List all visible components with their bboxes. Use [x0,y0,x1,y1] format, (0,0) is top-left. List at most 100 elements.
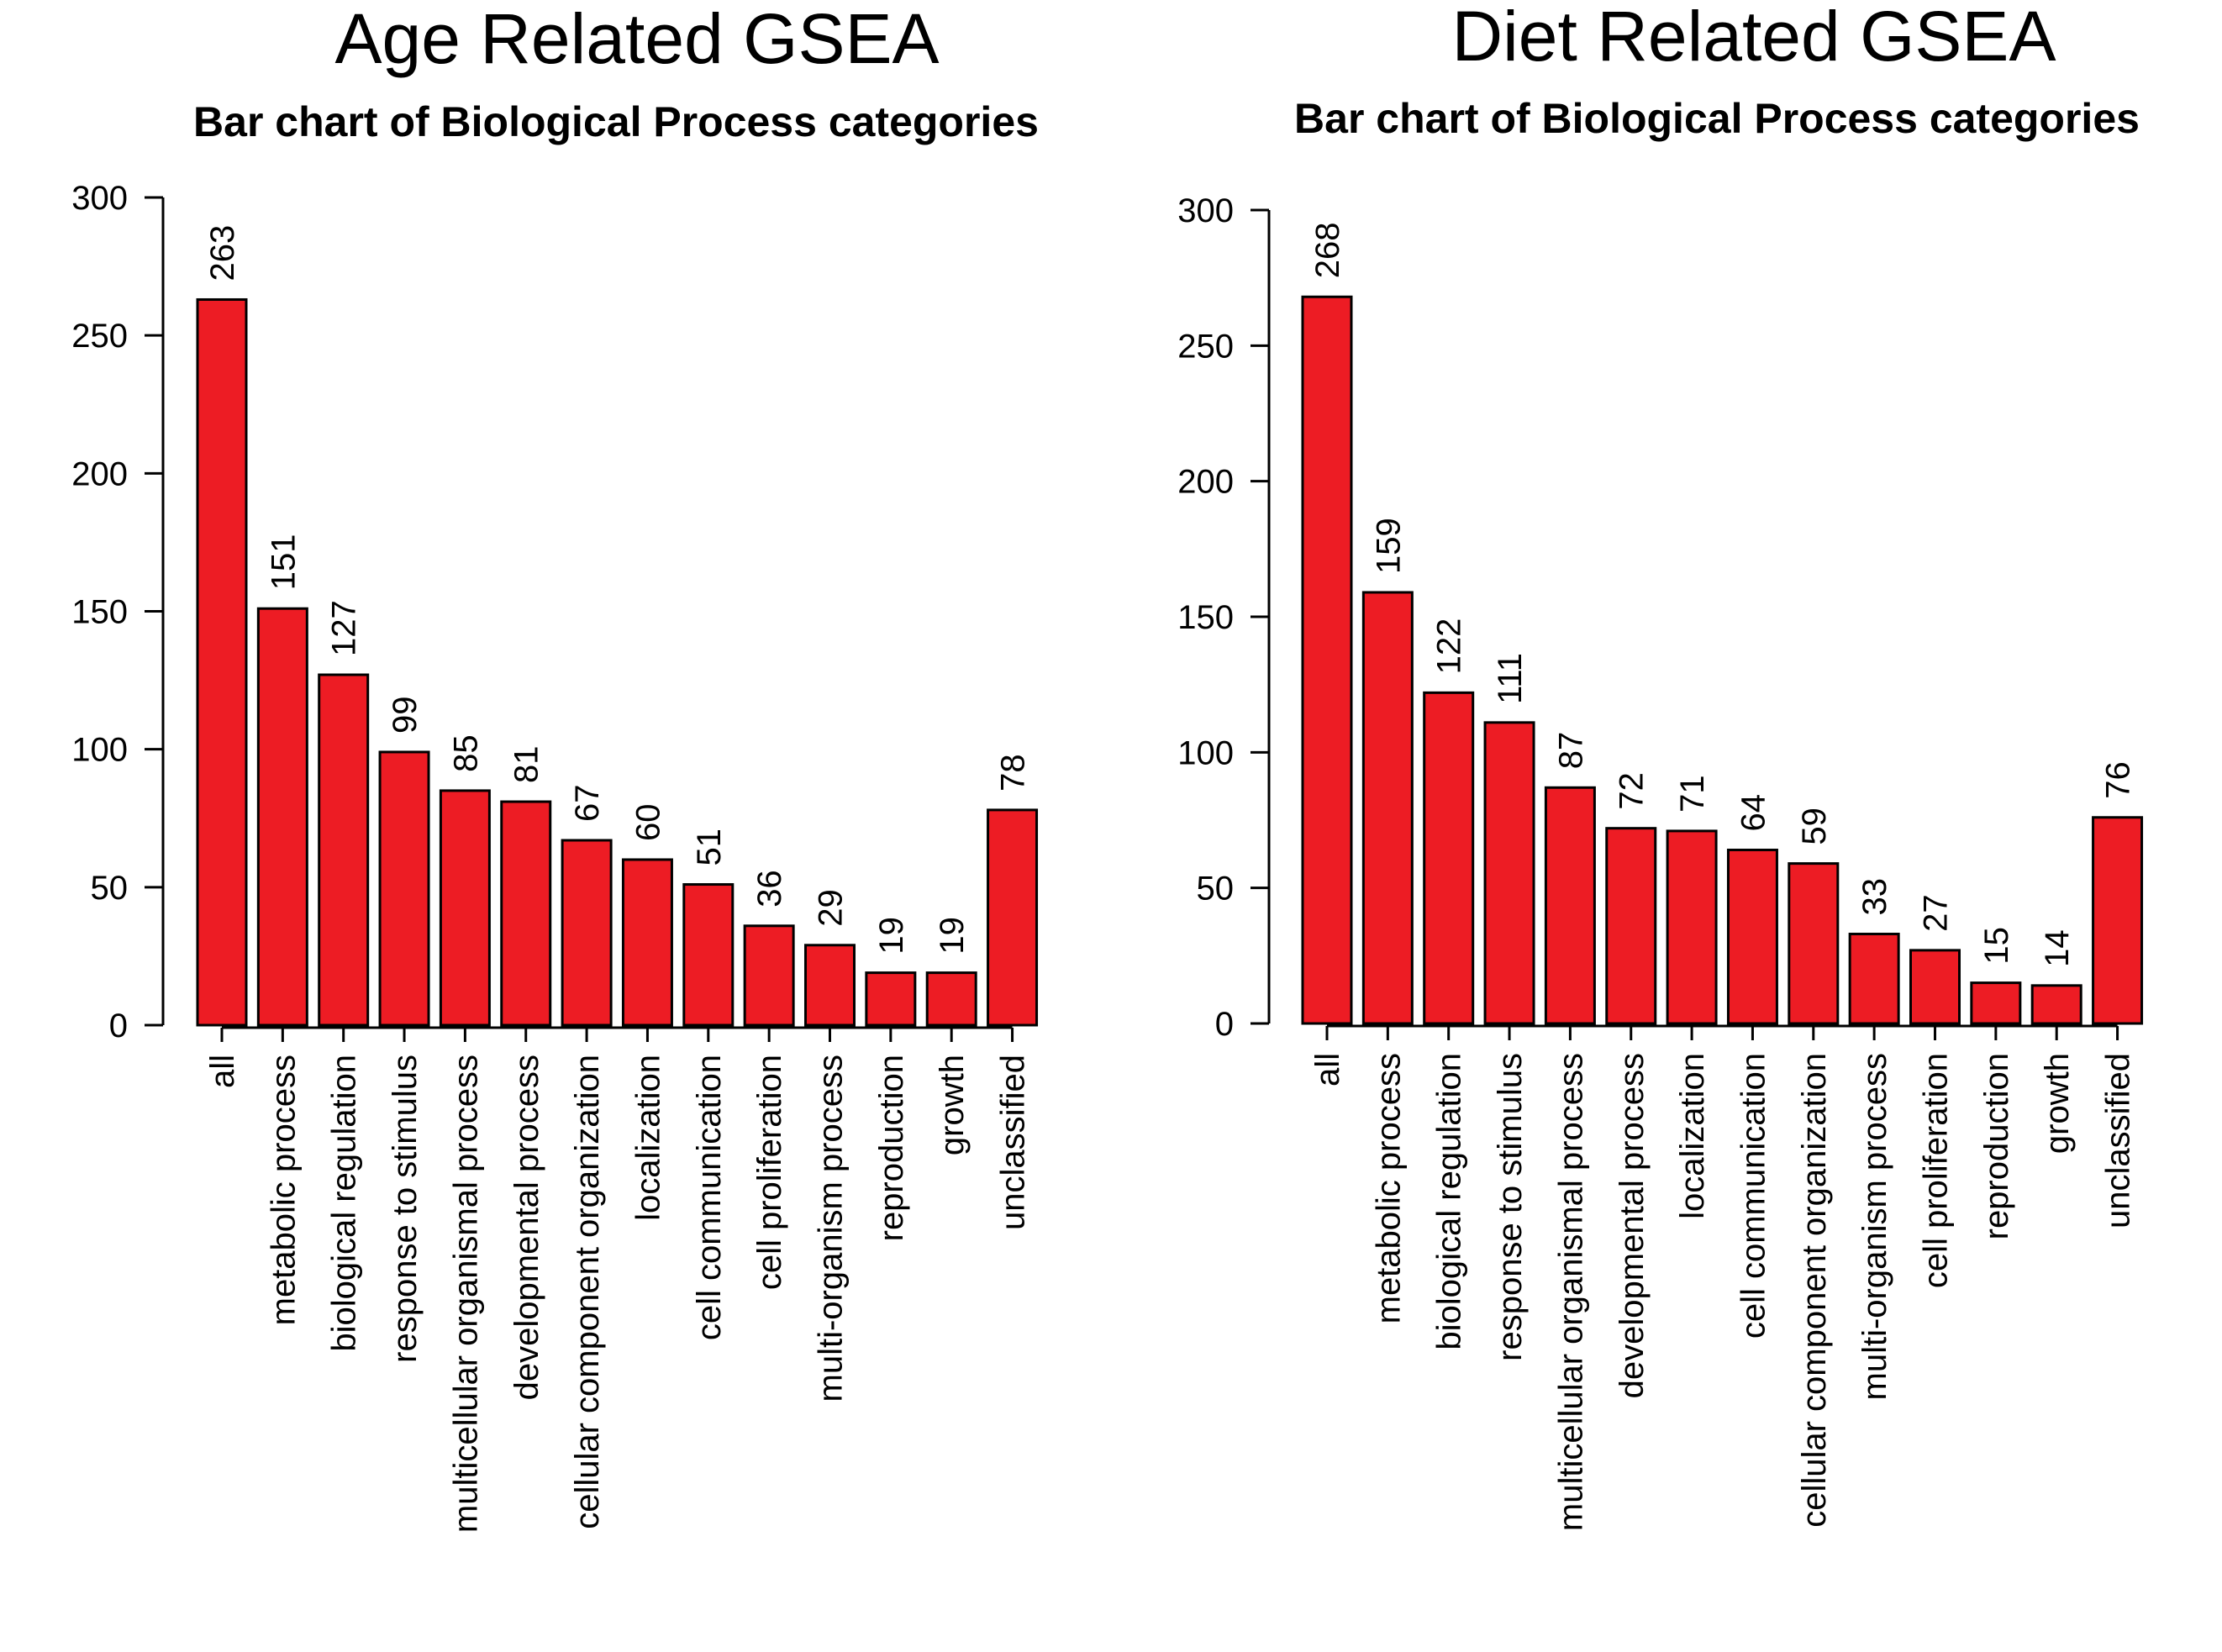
diet-category-label: cellular component organization [1796,1053,1833,1528]
age-chart-subtitle: Bar chart of Biological Process categori… [193,98,1039,145]
age-category-label: developmental process [508,1055,545,1400]
diet-bar [1848,933,1900,1025]
diet-y-tick-label: 100 [1177,734,1234,771]
age-bar-value-label: 127 [326,600,363,656]
age-bar [500,800,552,1027]
age-bar-value-label: 263 [204,225,241,281]
age-y-tick-label: 300 [71,180,128,217]
age-category-label: all [204,1055,241,1088]
diet-bar [2092,816,2144,1025]
age-bar-value-label: 85 [447,734,484,772]
diet-bar-value-label: 72 [1614,772,1651,810]
age-bar [318,673,370,1027]
age-bar-value-label: 81 [508,746,545,784]
diet-category-label: all [1309,1053,1346,1086]
age-category-label: unclassified [995,1055,1032,1230]
age-y-tick-label: 0 [109,1008,128,1044]
diet-chart-panel: Diet Related GSEA Bar chart of Biologica… [1177,0,2144,1531]
diet-bar-value-label: 14 [2039,929,2076,967]
diet-bar [2030,984,2082,1025]
age-bar [561,839,613,1027]
age-bar [925,971,977,1027]
diet-y-tick-label: 50 [1197,871,1235,908]
diet-bar [1726,848,1778,1025]
diet-bar-value-label: 15 [1978,927,2015,965]
diet-bar-value-label: 59 [1796,808,1833,845]
diet-category-label: localization [1674,1053,1711,1219]
diet-category-label: biological regulation [1431,1053,1468,1350]
age-category-label: metabolic process [265,1055,302,1325]
diet-category-label: multi-organism process [1856,1053,1893,1400]
age-y-tick-label: 150 [71,594,128,631]
age-bar-value-label: 99 [387,696,424,734]
diet-category-label: metabolic process [1370,1053,1407,1323]
age-category-label: multi-organism process [813,1055,850,1402]
diet-bar-value-label: 111 [1492,653,1529,704]
diet-chart-title: Diet Related GSEA [1451,0,2056,76]
age-category-label: cell proliferation [751,1055,788,1290]
age-bar-value-label: 36 [751,870,788,908]
diet-bar-value-label: 268 [1309,223,1346,279]
age-bar-value-label: 151 [265,534,302,590]
diet-y-tick-label: 150 [1177,599,1234,636]
age-bar [987,808,1039,1027]
diet-bar [1788,862,1840,1025]
diet-y-tick-label: 200 [1177,464,1234,501]
diet-category-label: reproduction [1978,1053,2015,1239]
diet-bar [1666,829,1718,1025]
age-bar-value-label: 19 [873,917,910,955]
diet-bar-value-label: 33 [1856,878,1893,916]
age-category-label: reproduction [873,1055,910,1241]
diet-bar [1544,786,1596,1025]
age-y-tick-label: 250 [71,318,128,355]
age-bar [865,971,917,1027]
age-category-label: growth [934,1055,971,1155]
age-category-label: localization [629,1055,666,1221]
age-y-tick-label: 50 [91,870,129,907]
diet-category-label: cell proliferation [1918,1053,1955,1288]
age-bar-value-label: 67 [569,785,606,823]
age-category-label: cellular component organization [569,1055,606,1529]
age-bar-value-label: 51 [691,829,728,866]
diet-bar-value-label: 71 [1674,775,1711,813]
diet-bar [1301,295,1353,1025]
age-bar-value-label: 19 [934,917,971,955]
age-category-label: response to stimulus [387,1055,424,1363]
age-bar [256,607,308,1027]
diet-bar-value-label: 27 [1918,894,1955,932]
diet-category-label: cell communication [1735,1053,1772,1339]
age-bar [682,883,735,1027]
diet-bar-value-label: 122 [1431,618,1468,675]
age-bar-value-label: 60 [629,804,666,842]
age-y-tick-label: 100 [71,732,128,769]
diet-bar [1605,827,1657,1025]
diet-bar [1970,981,2022,1025]
age-category-label: biological regulation [326,1055,363,1352]
diet-bar-value-label: 76 [2100,761,2137,799]
age-bar-value-label: 78 [995,754,1032,792]
age-chart-panel: Age Related GSEA Bar chart of Biological… [71,0,1039,1533]
diet-bar [1361,591,1414,1025]
diet-bar [1909,949,1961,1025]
diet-category-label: response to stimulus [1492,1053,1529,1361]
age-bar [439,789,491,1027]
diet-bar-value-label: 159 [1370,518,1407,574]
diet-bar-value-label: 64 [1735,794,1772,832]
age-y-tick-label: 200 [71,455,128,492]
diet-bar [1483,721,1535,1025]
age-bar-value-label: 29 [813,889,850,927]
diet-category-label: unclassified [2100,1053,2137,1228]
age-bar [378,750,430,1027]
age-bar [743,924,795,1027]
diet-bar-value-label: 87 [1552,732,1589,770]
age-category-label: cell communication [691,1055,728,1340]
age-chart-title: Age Related GSEA [334,0,939,78]
diet-category-label: growth [2039,1053,2076,1154]
age-bar [621,858,673,1027]
diet-y-tick-label: 250 [1177,328,1234,365]
diet-category-label: developmental process [1614,1053,1651,1398]
diet-y-tick-label: 300 [1177,192,1234,229]
diet-y-tick-label: 0 [1215,1006,1234,1043]
age-bar [804,944,856,1027]
